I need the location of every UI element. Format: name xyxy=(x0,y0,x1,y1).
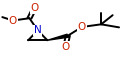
Text: O: O xyxy=(61,42,69,52)
Text: O: O xyxy=(30,3,39,13)
Text: O: O xyxy=(78,22,86,32)
Polygon shape xyxy=(47,34,69,40)
Text: N: N xyxy=(34,25,42,35)
Text: O: O xyxy=(9,16,17,26)
